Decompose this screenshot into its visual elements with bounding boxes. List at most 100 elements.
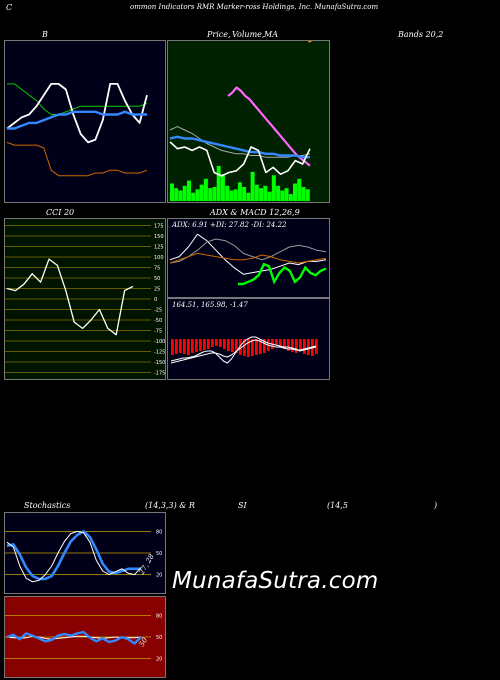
macd-histogram-bar <box>239 339 242 355</box>
volume-bar <box>174 188 179 201</box>
macd-histogram-bar <box>179 339 182 353</box>
macd-histogram-bar <box>251 339 254 356</box>
ma-label: MA <box>264 30 278 39</box>
cci-tick-label: 75 <box>154 266 160 272</box>
rsi-tick-label: 80 <box>156 613 162 619</box>
cci-tick-label: 100 <box>154 255 164 261</box>
cci-tick-label: -175 <box>154 371 165 377</box>
volume-bar <box>182 185 187 201</box>
cci-tick-label: -150 <box>154 360 165 366</box>
middle-band-line <box>7 110 147 130</box>
volume-bar <box>195 189 200 201</box>
volume-bar <box>220 174 225 201</box>
macd-histogram-bar <box>215 339 218 346</box>
macd-line <box>170 336 317 364</box>
macd-histogram-bar <box>175 339 178 354</box>
cci-chart: 175 150 125 100 75 50 25 0 -25 -50 -75 -100 -125 -150… <box>5 219 165 379</box>
rsi-line <box>6 630 142 645</box>
volume-bar <box>191 192 196 201</box>
macd-histogram-bar <box>315 339 318 354</box>
macd-chart <box>168 299 329 379</box>
panel-background <box>168 41 329 202</box>
rsi-tick-label: 20 <box>156 657 162 663</box>
macd-histogram-bar <box>275 339 278 345</box>
macd-histogram-bar <box>207 339 210 349</box>
stoch-tick-label: 80 <box>156 529 162 535</box>
plus-di-line <box>169 233 327 275</box>
stochastics-panel: 80 50 20 27, 28 <box>4 512 166 594</box>
macd-panel: 164.51, 165.98, -1.47 <box>167 298 330 380</box>
cci-tick-label: -125 <box>154 350 165 356</box>
price-line <box>6 83 148 144</box>
volume-bar <box>225 185 230 201</box>
adx-chart <box>168 219 329 297</box>
bollinger-chart <box>5 41 165 202</box>
upper-band-line <box>7 83 148 115</box>
cci-tick-label: 25 <box>154 287 160 293</box>
minus-di-line <box>169 238 327 264</box>
macd-histogram-bar <box>191 339 194 353</box>
macd-histogram-bar <box>243 339 246 356</box>
stoch-k-line <box>6 530 142 583</box>
cci-tick-label: -50 <box>154 318 162 324</box>
volume-bar <box>242 187 247 201</box>
stoch-label: Stochastics <box>24 501 71 510</box>
watermark: MunafaSutra.com <box>172 568 379 594</box>
macd-histogram-bar <box>247 339 250 357</box>
volume-bar <box>199 184 204 201</box>
volume-bar <box>297 178 302 201</box>
macd-histogram-bar <box>171 339 174 355</box>
cci-label: CCI 20 <box>46 208 75 217</box>
volume-bar <box>187 180 191 201</box>
volume-bar <box>276 185 281 201</box>
macd-histogram-bar <box>307 339 310 355</box>
adx-panel: ADX: 6.91 +DI: 27.82 -DI: 24.22 <box>167 218 330 298</box>
macd-histogram-bar <box>287 339 290 351</box>
macd-values: 164.51, 165.98, -1.47 <box>172 301 248 309</box>
macd-histogram-bar <box>223 339 226 349</box>
rsi-panel: 80 50 20 50 <box>4 596 166 678</box>
volume-bar <box>203 178 208 201</box>
cci-tick-label: 175 <box>154 224 164 230</box>
volume-bar <box>212 187 217 201</box>
rsi-avg-line <box>6 635 142 640</box>
volume-bar <box>267 191 272 201</box>
macd-histogram-bar <box>235 339 238 353</box>
macd-histogram-bar <box>231 339 234 352</box>
macd-histogram-bar <box>187 339 190 355</box>
ma-mid-line <box>169 126 311 158</box>
volume-bar <box>259 188 264 201</box>
adx-trend-line <box>238 262 327 286</box>
ma-short-line <box>169 135 310 159</box>
volume-bar <box>301 187 306 201</box>
volume-label: Volume, <box>232 30 265 39</box>
price-label: Price, <box>207 30 231 39</box>
macd-histogram-bar <box>291 339 294 352</box>
rsi-params-close: ) <box>434 501 438 510</box>
panel-background <box>5 41 165 202</box>
rsi-tick-label: 50 <box>156 635 162 641</box>
volume-bar <box>246 192 251 201</box>
stoch-params: (14,3,3) & R <box>145 501 195 510</box>
adx-values: ADX: 6.91 +DI: 27.82 -DI: 24.22 <box>172 221 287 229</box>
stoch-d-line <box>6 530 141 581</box>
cci-tick-label: -75 <box>154 329 162 335</box>
bands-label: Bands 20,2 <box>398 30 444 39</box>
price-panel <box>167 40 330 203</box>
stoch-tick-label: 20 <box>156 573 162 579</box>
macd-histogram-bar <box>203 339 206 350</box>
macd-histogram-bar <box>211 339 214 347</box>
macd-histogram-bar <box>263 339 266 353</box>
cci-tick-label: -25 <box>154 308 162 314</box>
macd-histogram-bar <box>195 339 198 352</box>
volume-bar <box>250 171 255 201</box>
volume-bar <box>237 182 242 201</box>
macd-histogram-bar <box>199 339 202 351</box>
cci-tick-label: -100 <box>154 339 165 345</box>
cci-tick-label: 150 <box>154 234 164 240</box>
cci-panel: 175 150 125 100 75 50 25 0 -25 -50 -75 -100 -125 -150… <box>4 218 166 380</box>
volume-bar <box>288 194 293 201</box>
rsi-value-annotation: 50 <box>138 636 150 648</box>
signal-line <box>170 339 317 364</box>
adx-macd-label: ADX & MACD 12,26,9 <box>210 208 300 217</box>
